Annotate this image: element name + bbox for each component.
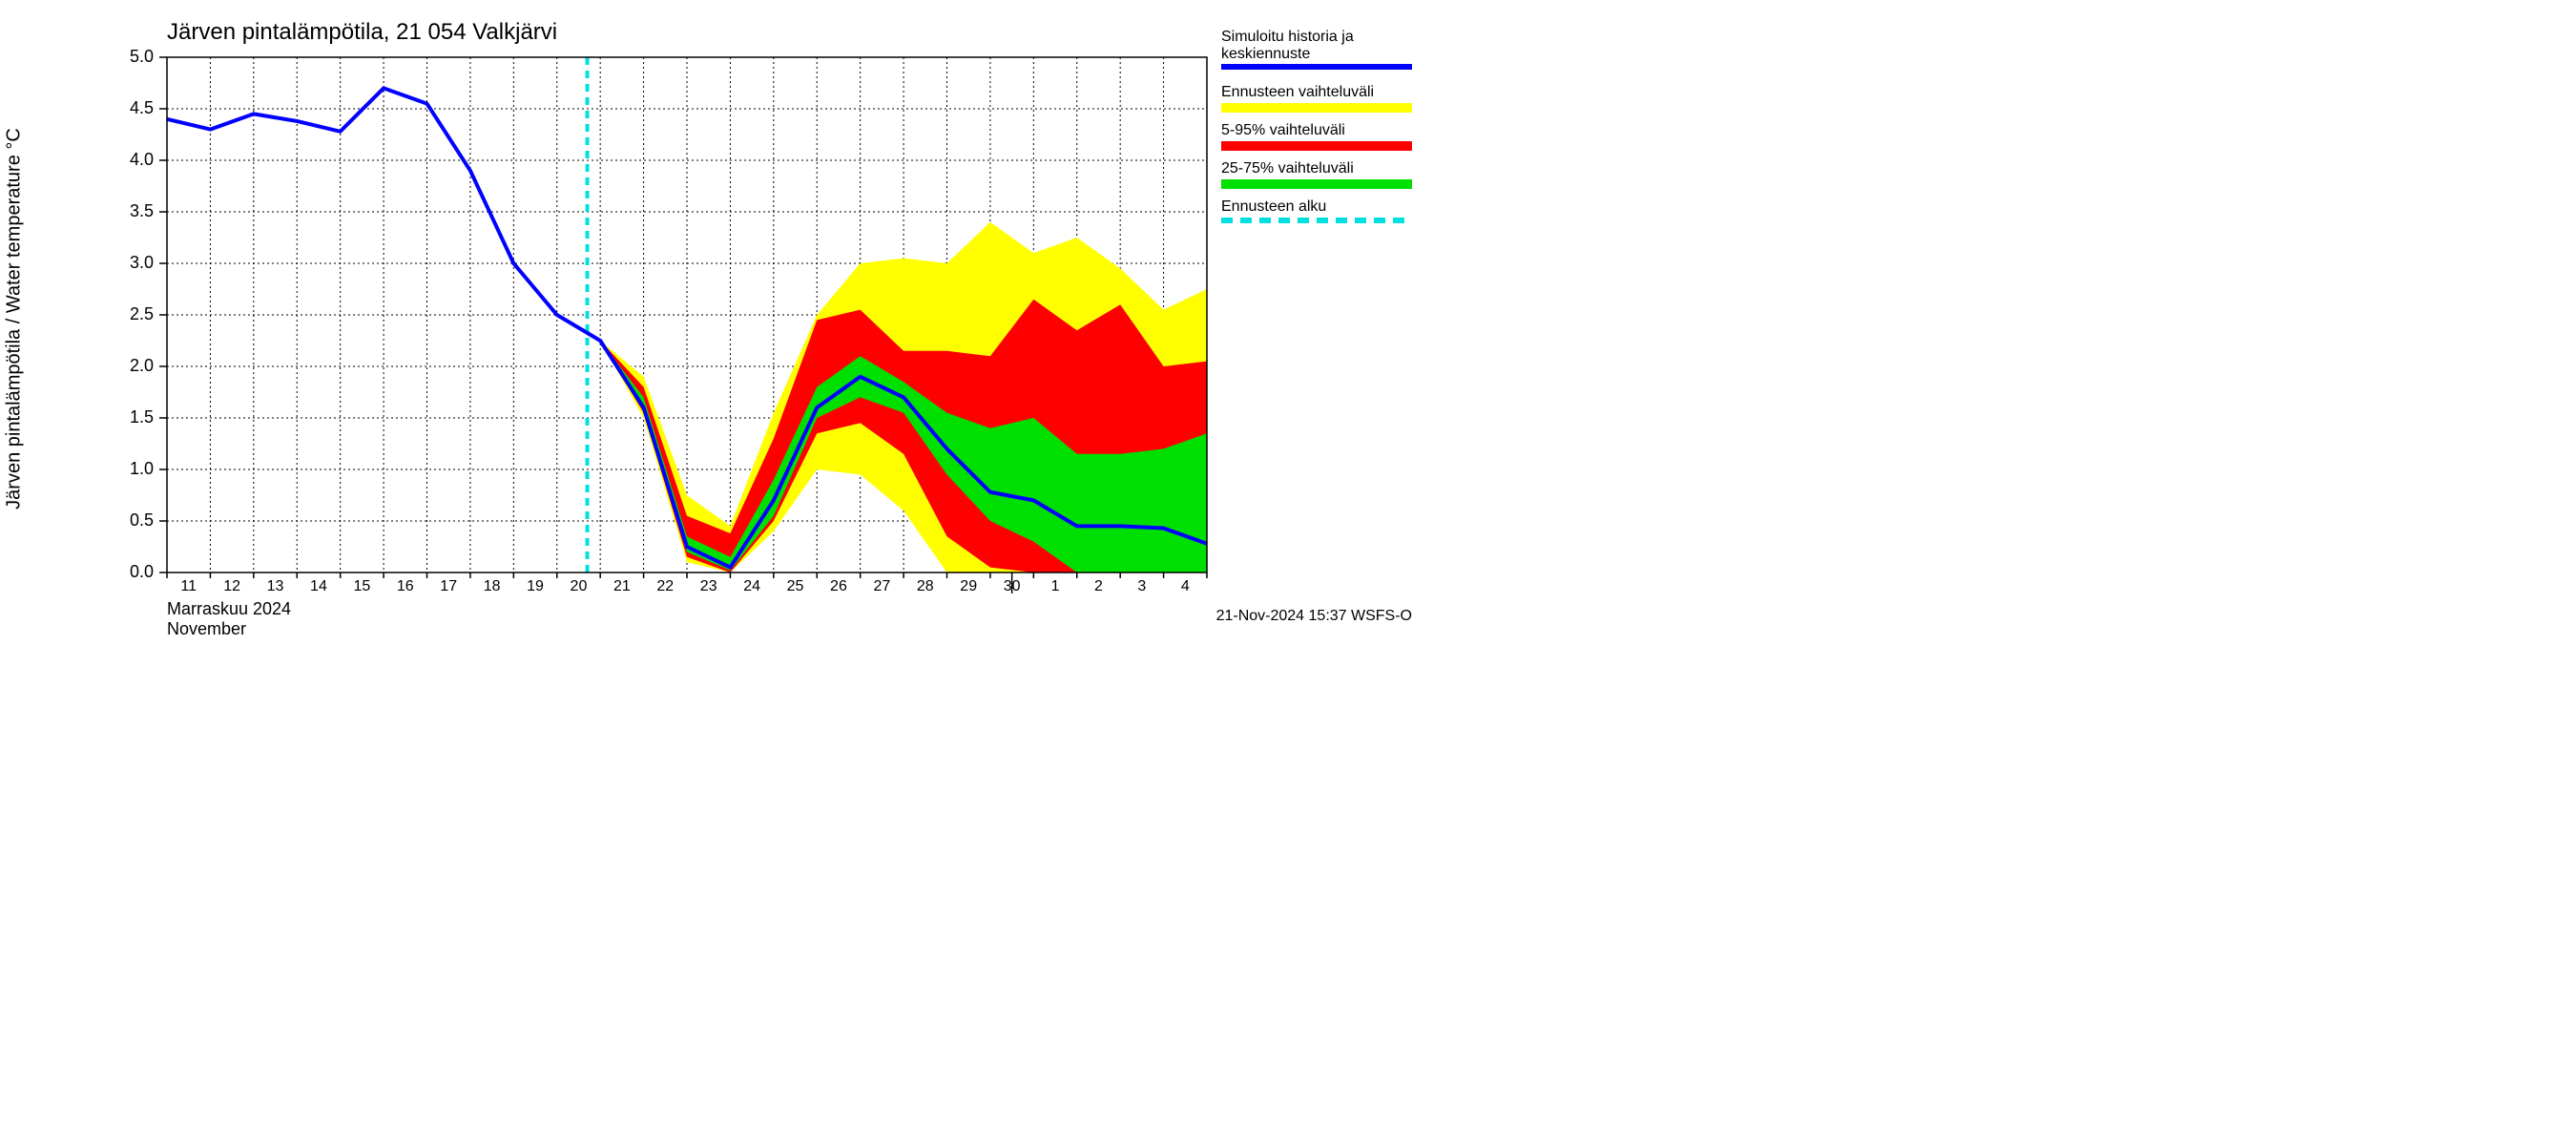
x-tick-label: 26 (825, 578, 852, 595)
x-tick-label: 24 (738, 578, 765, 595)
legend-item: 25-75% vaihteluväli (1221, 160, 1412, 189)
legend-swatch (1221, 103, 1412, 113)
legend-swatch (1221, 179, 1412, 189)
y-tick-label: 2.0 (130, 356, 154, 376)
x-axis-month-label: Marraskuu 2024 November (167, 599, 291, 639)
y-tick-label: 5.0 (130, 47, 154, 67)
legend-item: Simuloitu historia ja keskiennuste (1221, 29, 1412, 70)
footer-timestamp: 21-Nov-2024 15:37 WSFS-O (1216, 608, 1412, 625)
x-tick-label: 16 (392, 578, 419, 595)
x-tick-label: 20 (565, 578, 592, 595)
y-tick-label: 0.0 (130, 562, 154, 582)
y-tick-label: 1.5 (130, 407, 154, 427)
x-tick-label: 25 (782, 578, 809, 595)
y-tick-label: 4.0 (130, 150, 154, 170)
legend-label: 25-75% vaihteluväli (1221, 160, 1412, 177)
legend-item: Ennusteen vaihteluväli (1221, 84, 1412, 113)
x-tick-label: 3 (1129, 578, 1155, 595)
x-tick-label: 23 (696, 578, 722, 595)
x-tick-label: 30 (999, 578, 1026, 595)
y-tick-label: 3.5 (130, 201, 154, 221)
chart-container: Järven pintalämpötila / Water temperatur… (0, 0, 1431, 636)
x-tick-label: 29 (955, 578, 982, 595)
x-tick-label: 2 (1085, 578, 1111, 595)
month-label-fi: Marraskuu 2024 (167, 599, 291, 619)
chart-svg (0, 0, 1431, 636)
y-tick-label: 1.0 (130, 459, 154, 479)
legend-item: 5-95% vaihteluväli (1221, 122, 1412, 151)
legend-label: 5-95% vaihteluväli (1221, 122, 1412, 139)
legend-label: Ennusteen alku (1221, 198, 1412, 216)
y-tick-label: 0.5 (130, 510, 154, 531)
legend-swatch (1221, 218, 1412, 223)
x-tick-label: 22 (652, 578, 678, 595)
legend-swatch (1221, 64, 1412, 70)
x-tick-label: 4 (1172, 578, 1198, 595)
legend-swatch (1221, 141, 1412, 151)
x-tick-label: 11 (176, 578, 202, 595)
y-tick-label: 2.5 (130, 304, 154, 324)
x-tick-label: 15 (348, 578, 375, 595)
x-tick-label: 28 (912, 578, 939, 595)
x-tick-label: 13 (262, 578, 289, 595)
x-tick-label: 19 (522, 578, 549, 595)
month-label-en: November (167, 619, 291, 639)
x-tick-label: 27 (868, 578, 895, 595)
legend-label: Simuloitu historia ja keskiennuste (1221, 29, 1412, 62)
x-tick-label: 18 (479, 578, 506, 595)
x-tick-label: 12 (218, 578, 245, 595)
legend-label: Ennusteen vaihteluväli (1221, 84, 1412, 101)
x-tick-label: 17 (435, 578, 462, 595)
x-tick-label: 14 (305, 578, 332, 595)
x-tick-label: 1 (1042, 578, 1069, 595)
legend-item: Ennusteen alku (1221, 198, 1412, 223)
y-tick-label: 4.5 (130, 98, 154, 118)
x-tick-label: 21 (609, 578, 635, 595)
y-tick-label: 3.0 (130, 253, 154, 273)
